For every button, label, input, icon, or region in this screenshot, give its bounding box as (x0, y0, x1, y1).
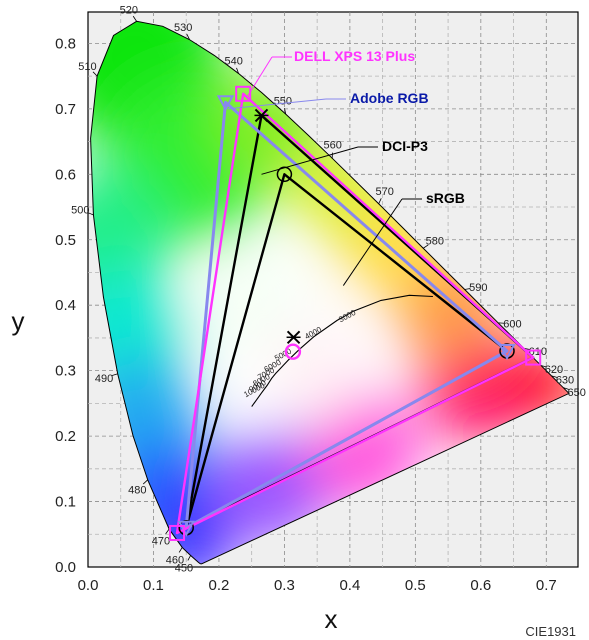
wavelength-label: 600 (503, 319, 521, 331)
wavelength-label: 620 (545, 364, 563, 376)
y-tick-label: 0.4 (55, 297, 76, 314)
wavelength-label: 570 (376, 186, 394, 198)
wavelength-label: 450 (175, 562, 193, 574)
wavelength-label: 590 (469, 282, 487, 294)
wavelength-label: 650 (567, 387, 585, 399)
wavelength-label: 480 (128, 485, 146, 497)
wavelength-label: 500 (71, 204, 89, 216)
wavelength-tick (178, 547, 183, 553)
wavelength-label: 530 (174, 22, 192, 34)
x-tick-labels: 0.0 0.1 0.2 0.3 0.4 0.5 0.6 0.7 (78, 577, 557, 594)
y-tick-label: 0.0 (55, 559, 76, 576)
gamut-triangles (169, 85, 542, 541)
wavelength-tick (464, 288, 471, 290)
x-tick-label: 0.5 (405, 577, 426, 594)
credit-label: CIE1931 (525, 624, 576, 639)
legend-label: Adobe RGB (350, 90, 429, 106)
legend: DELL XPS 13 Plus Adobe RGB DCI-P3 sRGB (227, 48, 465, 286)
x-tick-label: 0.4 (339, 577, 360, 594)
y-tick-label: 0.5 (55, 232, 76, 249)
legend-leader (342, 198, 403, 286)
wavelength-tick (132, 15, 137, 22)
adobe-rgb-vertex-marker (216, 95, 235, 112)
wavelength-label: 550 (274, 95, 292, 107)
wavelength-tick (378, 198, 382, 204)
adobe-rgb-vertex-marker (498, 344, 516, 361)
wavelength-tick (422, 244, 429, 249)
wavelength-label: 510 (78, 61, 96, 73)
spectral-locus-outline (90, 20, 570, 565)
wavelength-tick (111, 373, 118, 376)
legend-label: DCI-P3 (382, 138, 428, 154)
x-tick-label: 0.6 (470, 577, 491, 594)
wavelength-label: 540 (225, 55, 243, 67)
wavelength-label: 460 (166, 554, 184, 566)
y-tick-label: 0.3 (55, 363, 76, 380)
y-tick-labels: 0.0 0.1 0.2 0.3 0.4 0.5 0.6 0.7 0.8 (55, 35, 76, 576)
wavelength-tick (142, 479, 148, 485)
wavelength-label: 560 (324, 140, 342, 152)
wavelength-label: 580 (426, 235, 444, 247)
wavelength-tick (540, 365, 547, 368)
legend-leader (261, 146, 359, 175)
wavelength-tick (551, 375, 558, 378)
dell-vertex-marker (169, 524, 186, 541)
wavelength-tick (236, 67, 239, 74)
wavelength-tick (87, 212, 94, 216)
wavelength-tick (92, 71, 98, 77)
legend-leader (227, 98, 327, 110)
wavelength-label: 470 (152, 535, 170, 547)
x-tick-label: 0.7 (536, 577, 557, 594)
x-axis-title: x (325, 604, 338, 634)
legend-leader (246, 56, 273, 98)
wavelength-label: 520 (120, 4, 138, 16)
x-tick-label: 0.3 (274, 577, 295, 594)
wavelength-tick (187, 555, 192, 561)
adobe-rgb-vertex-marker (177, 520, 195, 537)
gamut-adobe-rgb (184, 100, 509, 530)
wavelength-tick (165, 528, 170, 535)
y-tick-label: 0.2 (55, 428, 76, 445)
dell-vertex-marker (525, 349, 542, 366)
x-tick-label: 0.0 (78, 577, 99, 594)
y-tick-label: 0.8 (55, 35, 76, 52)
x-tick-label: 0.2 (209, 577, 230, 594)
gamut-dell-xps-13-plus (175, 92, 535, 535)
wavelength-tick (284, 108, 287, 115)
y-tick-label: 0.6 (55, 166, 76, 183)
y-axis-title: y (12, 306, 25, 336)
dell-white-point (284, 343, 302, 360)
legend-label: sRGB (426, 190, 465, 206)
dell-vertex-marker (235, 85, 252, 102)
legend-label: DELL XPS 13 Plus (294, 48, 415, 64)
planckian-curve (251, 294, 433, 407)
y-tick-label: 0.1 (55, 494, 76, 511)
x-tick-label: 0.1 (143, 577, 164, 594)
wavelength-tick (186, 33, 190, 40)
wavelength-label: 630 (556, 375, 574, 387)
wavelength-label: 490 (95, 373, 113, 385)
wavelength-tick (563, 387, 570, 390)
wavelength-label: 610 (529, 346, 547, 358)
y-tick-label: 0.7 (55, 101, 76, 118)
